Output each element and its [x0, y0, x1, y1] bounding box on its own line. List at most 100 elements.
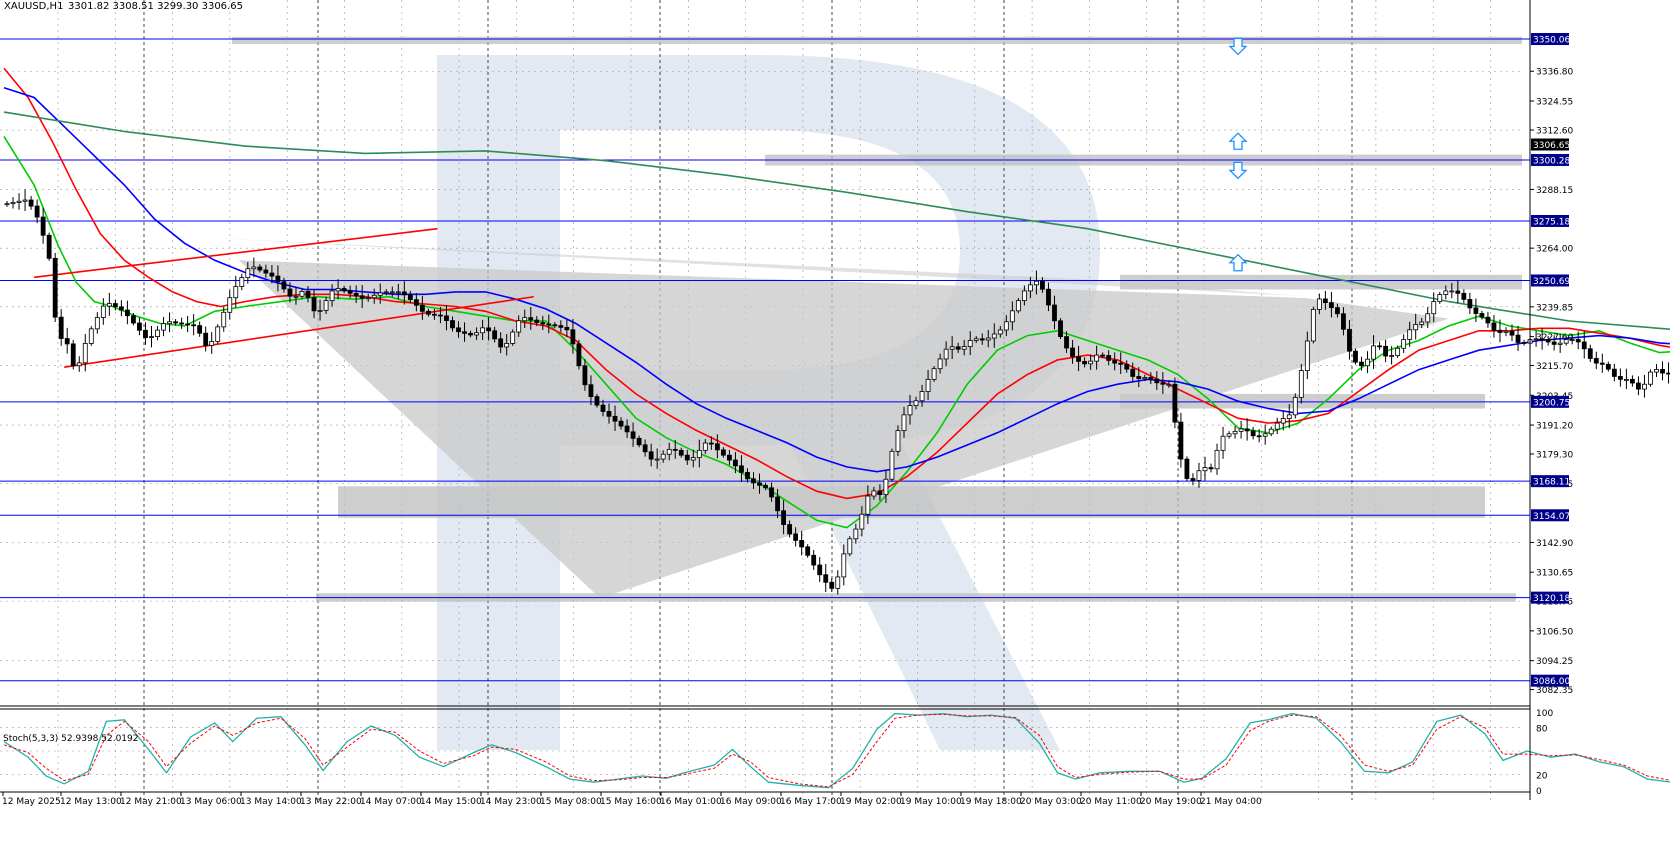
candle[interactable] — [739, 465, 744, 473]
candle[interactable] — [1220, 435, 1226, 451]
candle[interactable] — [660, 453, 666, 460]
candle[interactable] — [1190, 478, 1196, 481]
candle[interactable] — [763, 484, 768, 489]
candle[interactable] — [1009, 310, 1015, 323]
candle[interactable] — [1238, 428, 1244, 432]
candle[interactable] — [1630, 378, 1635, 384]
candle[interactable] — [1142, 377, 1148, 380]
candle[interactable] — [1581, 341, 1587, 350]
candle[interactable] — [733, 459, 738, 467]
candle[interactable] — [125, 309, 130, 317]
candle[interactable] — [678, 449, 684, 456]
candle[interactable] — [973, 338, 979, 341]
candle[interactable] — [1280, 418, 1286, 424]
candle[interactable] — [1353, 350, 1358, 363]
candle[interactable] — [684, 454, 690, 461]
candle[interactable] — [1058, 320, 1063, 338]
candle[interactable] — [1365, 358, 1370, 367]
ma-mid-line[interactable] — [3, 67, 1670, 500]
candle[interactable] — [131, 315, 136, 324]
candle[interactable] — [1274, 422, 1280, 430]
candle[interactable] — [1377, 345, 1382, 348]
candle[interactable] — [1605, 363, 1611, 370]
candle[interactable] — [600, 404, 606, 412]
candle[interactable] — [594, 396, 600, 406]
candle[interactable] — [1395, 347, 1401, 356]
candle[interactable] — [1557, 342, 1563, 345]
candle[interactable] — [167, 321, 172, 325]
candle[interactable] — [1136, 376, 1142, 380]
candle[interactable] — [901, 414, 907, 432]
candle[interactable] — [1467, 299, 1473, 309]
candle[interactable] — [1419, 321, 1425, 325]
candle[interactable] — [708, 442, 714, 445]
candle[interactable] — [546, 323, 552, 326]
candle[interactable] — [576, 343, 582, 367]
candle[interactable] — [925, 378, 931, 392]
candle[interactable] — [365, 297, 371, 300]
candle[interactable] — [155, 329, 160, 338]
candle[interactable] — [1262, 433, 1268, 437]
candle[interactable] — [1545, 339, 1551, 343]
candle[interactable] — [1298, 370, 1304, 398]
candle[interactable] — [1028, 284, 1033, 292]
candle[interactable] — [1660, 369, 1665, 374]
candle[interactable] — [672, 448, 678, 451]
candle[interactable] — [1383, 345, 1388, 357]
candle[interactable] — [769, 487, 774, 498]
candle[interactable] — [1184, 458, 1190, 479]
candle[interactable] — [654, 458, 660, 461]
candle[interactable] — [913, 400, 919, 407]
candle[interactable] — [4, 203, 10, 206]
candle[interactable] — [636, 437, 642, 446]
candle[interactable] — [823, 574, 829, 583]
candle[interactable] — [835, 576, 841, 589]
candle[interactable] — [1172, 383, 1178, 423]
candle[interactable] — [64, 338, 70, 345]
candle[interactable] — [335, 288, 341, 292]
candle[interactable] — [1100, 354, 1106, 357]
candle[interactable] — [311, 297, 317, 312]
candle[interactable] — [468, 332, 473, 336]
candle[interactable] — [865, 495, 871, 515]
candle[interactable] — [793, 533, 799, 541]
candle[interactable] — [1286, 414, 1292, 419]
candle[interactable] — [239, 277, 245, 287]
candle[interactable] — [1088, 360, 1094, 365]
candle[interactable] — [10, 202, 16, 205]
candle[interactable] — [257, 266, 263, 271]
candle[interactable] — [197, 325, 203, 334]
candle[interactable] — [281, 281, 287, 290]
candle[interactable] — [1359, 361, 1364, 367]
candle[interactable] — [1118, 362, 1124, 365]
candle[interactable] — [1473, 307, 1479, 314]
candle[interactable] — [889, 450, 895, 480]
candle[interactable] — [263, 269, 269, 274]
candle[interactable] — [690, 457, 696, 461]
candle[interactable] — [317, 309, 323, 312]
candle[interactable] — [979, 338, 985, 341]
candle[interactable] — [1124, 363, 1130, 370]
candle[interactable] — [112, 303, 118, 308]
candle[interactable] — [88, 328, 94, 344]
candle[interactable] — [287, 288, 293, 297]
candle[interactable] — [143, 329, 148, 338]
candle[interactable] — [624, 425, 630, 433]
candle[interactable] — [299, 291, 305, 297]
candle[interactable] — [377, 292, 383, 296]
candle[interactable] — [528, 317, 534, 321]
candle[interactable] — [540, 322, 546, 325]
candle[interactable] — [1407, 329, 1413, 340]
candle[interactable] — [498, 338, 504, 348]
candle[interactable] — [1425, 313, 1431, 323]
candle[interactable] — [751, 478, 756, 484]
candle[interactable] — [1341, 313, 1346, 330]
candle[interactable] — [985, 337, 991, 341]
channel-line[interactable] — [34, 227, 438, 279]
candle[interactable] — [949, 346, 955, 350]
candle[interactable] — [486, 327, 492, 332]
candle[interactable] — [161, 323, 166, 331]
candle[interactable] — [341, 288, 347, 292]
candle[interactable] — [1551, 341, 1557, 345]
candle[interactable] — [720, 449, 726, 456]
